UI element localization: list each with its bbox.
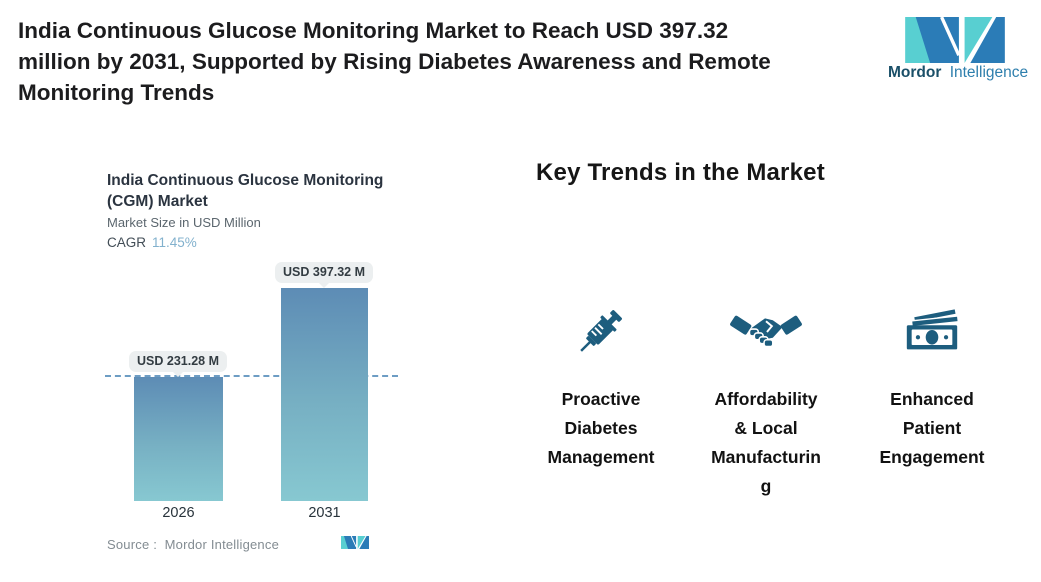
data-label-2026: USD 231.28 M [129,351,227,377]
bar-2031 [281,288,368,501]
trend-label: Affordability & Local Manufacturin g [711,389,821,496]
bar-chart-panel: India Continuous Glucose Monitoring (CGM… [105,165,405,570]
syringe-icon [580,310,622,352]
trend-item-proactive-diabetes: Proactive Diabetes Management [516,293,686,472]
trend-item-patient-engagement: Enhanced Patient Engagement [847,293,1017,472]
mordor-intelligence-mini-logo-icon [341,536,369,549]
x-axis-label-2026: 2026 [162,505,195,521]
bar-2026 [134,377,223,501]
chart-title: India Continuous Glucose Monitoring (CGM… [107,172,384,210]
trend-item-affordability: Affordability & Local Manufacturin g [681,293,851,501]
x-axis-label-2031: 2031 [308,505,341,521]
handshake-icon [730,315,802,348]
brand-wordmark: Mordor Intelligence [888,64,1028,82]
data-label-2031: USD 397.32 M [275,262,373,288]
key-trends-heading: Key Trends in the Market [536,159,825,186]
cagr-label: CAGR [107,235,147,250]
trend-label: Enhanced Patient Engagement [879,389,985,467]
chart-subtitle: Market Size in USD Million [107,215,261,230]
page-title: India Continuous Glucose Monitoring Mark… [18,18,771,105]
cagr-value: 11.45% [152,235,197,250]
brand-name-bold: Mordor [888,64,942,81]
brand-name-light: Intelligence [949,64,1029,81]
money-icon [906,308,960,350]
reference-dashed-line [105,375,398,377]
cagr-row: CAGR 11.45% [107,235,197,250]
mordor-intelligence-logo-icon [905,17,1005,63]
trend-label: Proactive Diabetes Management [547,389,655,467]
source-credit: Source : Mordor Intelligence [107,537,279,552]
